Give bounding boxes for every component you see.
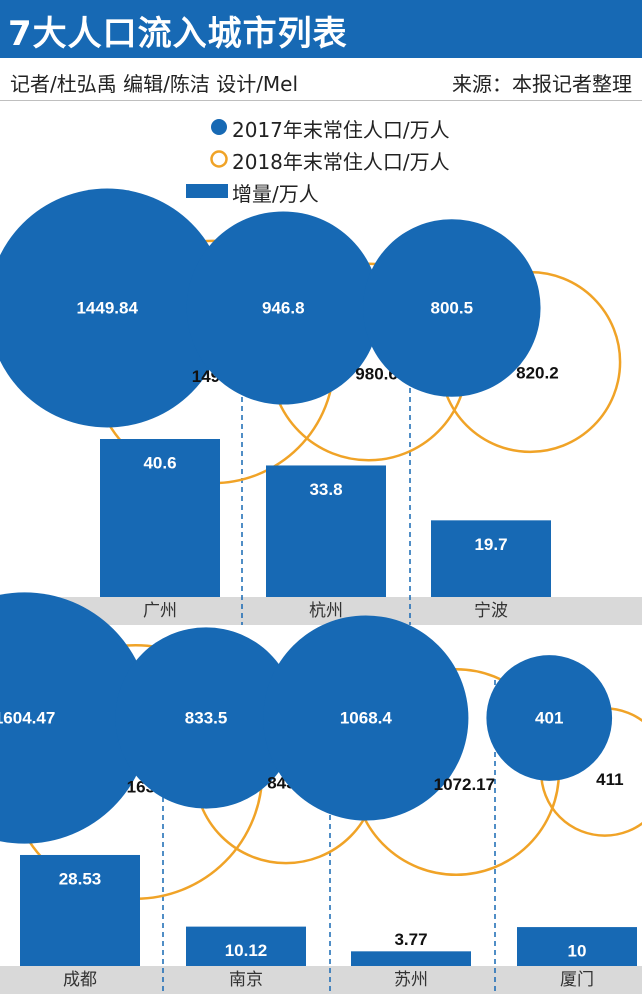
increase-bar [431, 520, 551, 597]
bar-swatch-icon [186, 184, 228, 198]
city-label: 广州 [143, 601, 177, 621]
pop-2017-circle [363, 219, 541, 397]
legend-label: 2018年末常住人口/万人 [232, 150, 450, 174]
increase-label: 10.12 [225, 941, 268, 960]
pop-2017-circle [0, 188, 227, 428]
city-label: 厦门 [560, 970, 594, 990]
pop-2017-label: 1604.47 [0, 709, 55, 728]
pop-2017-label: 833.5 [185, 709, 228, 728]
pop-2018-label: 1072.17 [434, 775, 495, 794]
legend-label: 2017年末常住人口/万人 [232, 118, 450, 142]
page-title: 7大人口流入城市列表 [8, 14, 348, 54]
city-label-strip [0, 597, 642, 625]
pop-2017-label: 800.5 [431, 299, 474, 318]
pop-2017-circle [186, 211, 380, 405]
increase-label: 28.53 [59, 869, 102, 888]
pop-2018-label: 980.6 [355, 364, 398, 383]
credits: 记者/杜弘禹 编辑/陈洁 设计/Mel [10, 72, 299, 96]
pop-2017-label: 1068.4 [340, 709, 393, 728]
title-bar: 7大人口流入城市列表 [0, 0, 642, 58]
increase-label: 10 [568, 942, 587, 961]
increase-label: 3.77 [394, 930, 427, 949]
increase-label: 40.6 [143, 454, 176, 473]
source-note: 来源：本报记者整理 [452, 72, 632, 96]
increase-label: 33.8 [309, 480, 342, 499]
city-label: 杭州 [309, 601, 343, 621]
increase-bar [517, 927, 637, 966]
pop-2018-label: 820.2 [516, 363, 559, 382]
pop-2017-label: 401 [535, 709, 563, 728]
meta-row: 记者/杜弘禹 编辑/陈洁 设计/Mel 来源：本报记者整理 [0, 62, 642, 101]
pop-2017-label: 1449.84 [76, 299, 138, 318]
pop-2017-circle [115, 627, 297, 809]
increase-bar [266, 465, 386, 597]
increase-bar [20, 854, 140, 966]
city-label-strip [0, 966, 642, 994]
city-label: 成都 [63, 970, 97, 990]
increase-bar [186, 926, 306, 966]
pop-2017-circle [263, 615, 469, 821]
increase-bar [100, 439, 220, 597]
city-label: 苏州 [394, 970, 428, 990]
increase-label: 19.7 [474, 535, 507, 554]
pop-2017-label: 946.8 [262, 299, 305, 318]
increase-bar [351, 951, 471, 966]
legend-label: 增量/万人 [232, 182, 319, 206]
city-label: 南京 [229, 970, 263, 990]
ring-icon [210, 150, 228, 168]
pop-2018-label: 411 [596, 770, 623, 789]
pop-2017-circle [0, 592, 151, 844]
city-label: 宁波 [474, 601, 508, 621]
filled-circle-icon [211, 119, 227, 135]
pop-2017-circle [486, 655, 613, 781]
